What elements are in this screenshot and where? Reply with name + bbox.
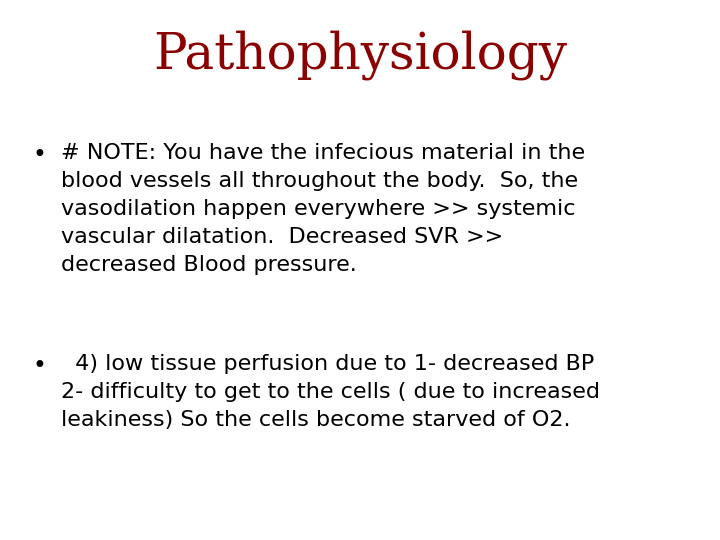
Text: •: • <box>32 354 46 377</box>
Text: 4) low tissue perfusion due to 1- decreased BP
2- difficulty to get to the cells: 4) low tissue perfusion due to 1- decrea… <box>61 354 600 430</box>
Text: •: • <box>32 143 46 167</box>
Text: # NOTE: You have the infecious material in the
blood vessels all throughout the : # NOTE: You have the infecious material … <box>61 143 585 275</box>
Text: Pathophysiology: Pathophysiology <box>153 30 567 80</box>
